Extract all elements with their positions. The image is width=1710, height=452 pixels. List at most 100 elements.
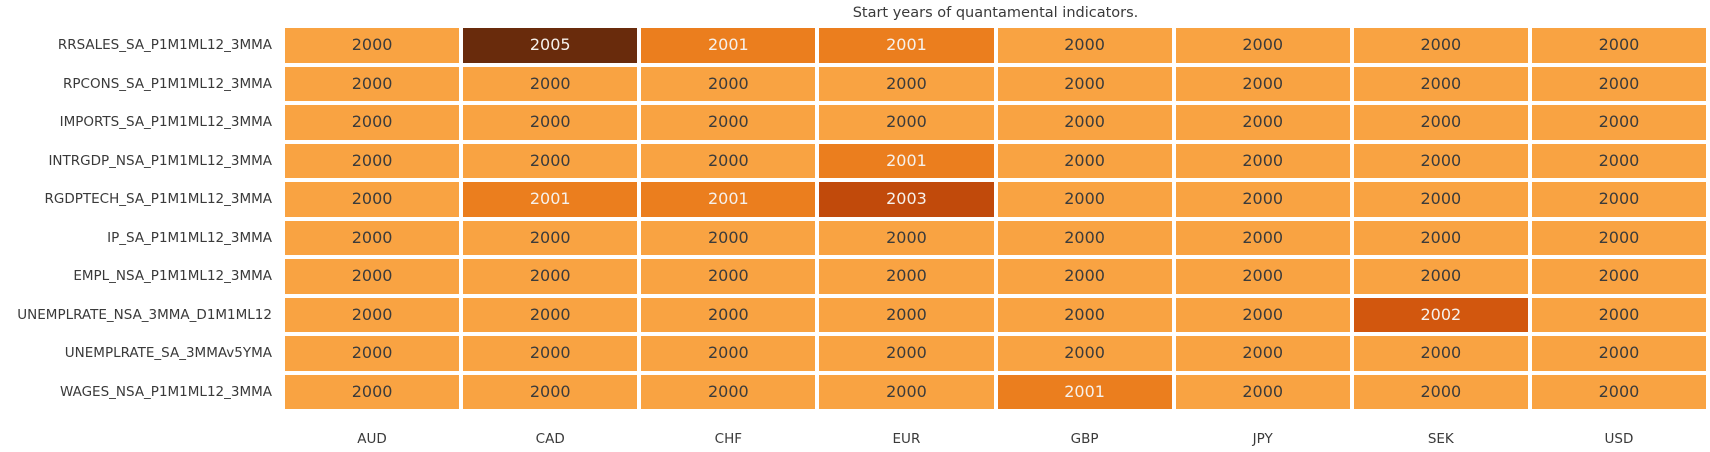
heatmap-cell: 2000	[285, 297, 460, 332]
heatmap-cell: 2000	[641, 336, 816, 371]
heatmap-cell: 2001	[819, 28, 994, 63]
heatmap-cell: 2000	[641, 143, 816, 178]
heatmap-cell: 2000	[641, 105, 816, 140]
heatmap-cell: 2000	[1175, 105, 1350, 140]
heatmap-cell: 2000	[463, 105, 638, 140]
heatmap-cell: 2001	[819, 143, 994, 178]
heatmap-cell: 2001	[997, 374, 1172, 409]
heatmap-cell: 2001	[641, 28, 816, 63]
heatmap-cell: 2000	[819, 374, 994, 409]
heatmap-cell: 2000	[997, 182, 1172, 217]
heatmap-cell: 2000	[641, 66, 816, 101]
column-label: CHF	[714, 431, 742, 447]
column-label: JPY	[1252, 431, 1273, 447]
heatmap-cell: 2003	[819, 182, 994, 217]
axis-corner-spacer	[0, 413, 281, 448]
heatmap-cell: 2000	[285, 66, 460, 101]
heatmap-cell: 2000	[641, 297, 816, 332]
heatmap-cell: 2000	[1175, 143, 1350, 178]
heatmap-cell: 2000	[1353, 143, 1528, 178]
row-label: RPCONS_SA_P1M1ML12_3MMA	[63, 75, 272, 92]
heatmap-cell: 2000	[641, 220, 816, 255]
heatmap-cell: 2000	[997, 105, 1172, 140]
heatmap-cell: 2000	[997, 297, 1172, 332]
heatmap-cell: 2000	[819, 259, 994, 294]
row-label: RGDPTECH_SA_P1M1ML12_3MMA	[44, 191, 272, 208]
heatmap-cell: 2000	[997, 143, 1172, 178]
heatmap-cell: 2000	[1175, 28, 1350, 63]
heatmap-cell: 2000	[1353, 28, 1528, 63]
heatmap-cell: 2000	[1531, 66, 1706, 101]
heatmap-cell: 2000	[463, 374, 638, 409]
heatmap-cell: 2002	[1353, 297, 1528, 332]
heatmap-cell: 2001	[463, 182, 638, 217]
heatmap-cell: 2000	[1175, 374, 1350, 409]
heatmap-cell: 2000	[997, 336, 1172, 371]
heatmap-cell: 2000	[1353, 259, 1528, 294]
heatmap-cell: 2000	[1531, 297, 1706, 332]
column-label: CAD	[535, 431, 565, 447]
column-label: EUR	[892, 431, 921, 447]
heatmap-cell: 2000	[285, 220, 460, 255]
heatmap-cell: 2000	[1353, 336, 1528, 371]
column-label: SEK	[1427, 431, 1454, 447]
heatmap-cell: 2000	[463, 143, 638, 178]
heatmap-cell: 2000	[285, 143, 460, 178]
heatmap-cell: 2001	[641, 182, 816, 217]
heatmap-cell: 2000	[1531, 259, 1706, 294]
heatmap-cell: 2000	[819, 66, 994, 101]
heatmap-cell: 2000	[1353, 220, 1528, 255]
row-label: EMPL_NSA_P1M1ML12_3MMA	[73, 268, 272, 285]
heatmap-cell: 2000	[819, 220, 994, 255]
heatmap-cell: 2000	[1531, 336, 1706, 371]
heatmap-cell: 2000	[1531, 220, 1706, 255]
heatmap-cell: 2000	[1175, 297, 1350, 332]
heatmap-cell: 2000	[1531, 105, 1706, 140]
heatmap-cell: 2000	[819, 105, 994, 140]
row-label: IP_SA_P1M1ML12_3MMA	[107, 229, 272, 246]
heatmap-cell: 2000	[1175, 220, 1350, 255]
column-label: GBP	[1070, 431, 1099, 447]
row-label: RRSALES_SA_P1M1ML12_3MMA	[57, 37, 272, 54]
heatmap-cell: 2000	[463, 220, 638, 255]
row-label: IMPORTS_SA_P1M1ML12_3MMA	[59, 114, 272, 131]
column-label: AUD	[357, 431, 387, 447]
heatmap-cell: 2000	[1353, 374, 1528, 409]
heatmap-cell: 2000	[285, 105, 460, 140]
heatmap-cell: 2000	[285, 374, 460, 409]
heatmap-cell: 2000	[1531, 182, 1706, 217]
chart-title: Start years of quantamental indicators.	[852, 5, 1139, 21]
heatmap-cell: 2000	[1175, 182, 1350, 217]
heatmap-cell: 2000	[1353, 182, 1528, 217]
heatmap-cell: 2000	[1175, 336, 1350, 371]
heatmap-cell: 2000	[1531, 143, 1706, 178]
heatmap-cell: 2000	[641, 374, 816, 409]
heatmap-cell: 2000	[463, 66, 638, 101]
heatmap-cell: 2000	[1353, 66, 1528, 101]
heatmap-cell: 2000	[997, 66, 1172, 101]
heatmap-cell: 2000	[997, 220, 1172, 255]
heatmap-cell: 2000	[1531, 374, 1706, 409]
column-label: USD	[1604, 431, 1634, 447]
heatmap-cell: 2005	[463, 28, 638, 63]
heatmap-cell: 2000	[463, 336, 638, 371]
heatmap-cell: 2000	[1353, 105, 1528, 140]
heatmap-cell: 2000	[997, 28, 1172, 63]
heatmap-cell: 2000	[819, 336, 994, 371]
heatmap-cell: 2000	[997, 259, 1172, 294]
heatmap-cell: 2000	[1531, 28, 1706, 63]
heatmap-cell: 2000	[1175, 66, 1350, 101]
heatmap-cell: 2000	[641, 259, 816, 294]
row-label: WAGES_NSA_P1M1ML12_3MMA	[59, 383, 272, 400]
heatmap-cell: 2000	[1175, 259, 1350, 294]
heatmap-cell: 2000	[285, 28, 460, 63]
heatmap-cell: 2000	[819, 297, 994, 332]
row-label: UNEMPLRATE_SA_3MMAv5YMA	[64, 345, 272, 362]
heatmap-cell: 2000	[285, 336, 460, 371]
heatmap-cell: 2000	[463, 259, 638, 294]
row-label: INTRGDP_NSA_P1M1ML12_3MMA	[48, 152, 272, 169]
heatmap-grid: RRSALES_SA_P1M1ML12_3MMA 2000 2005 2001 2001…	[0, 28, 1706, 448]
heatmap-cell: 2000	[285, 182, 460, 217]
heatmap-cell: 2000	[463, 297, 638, 332]
